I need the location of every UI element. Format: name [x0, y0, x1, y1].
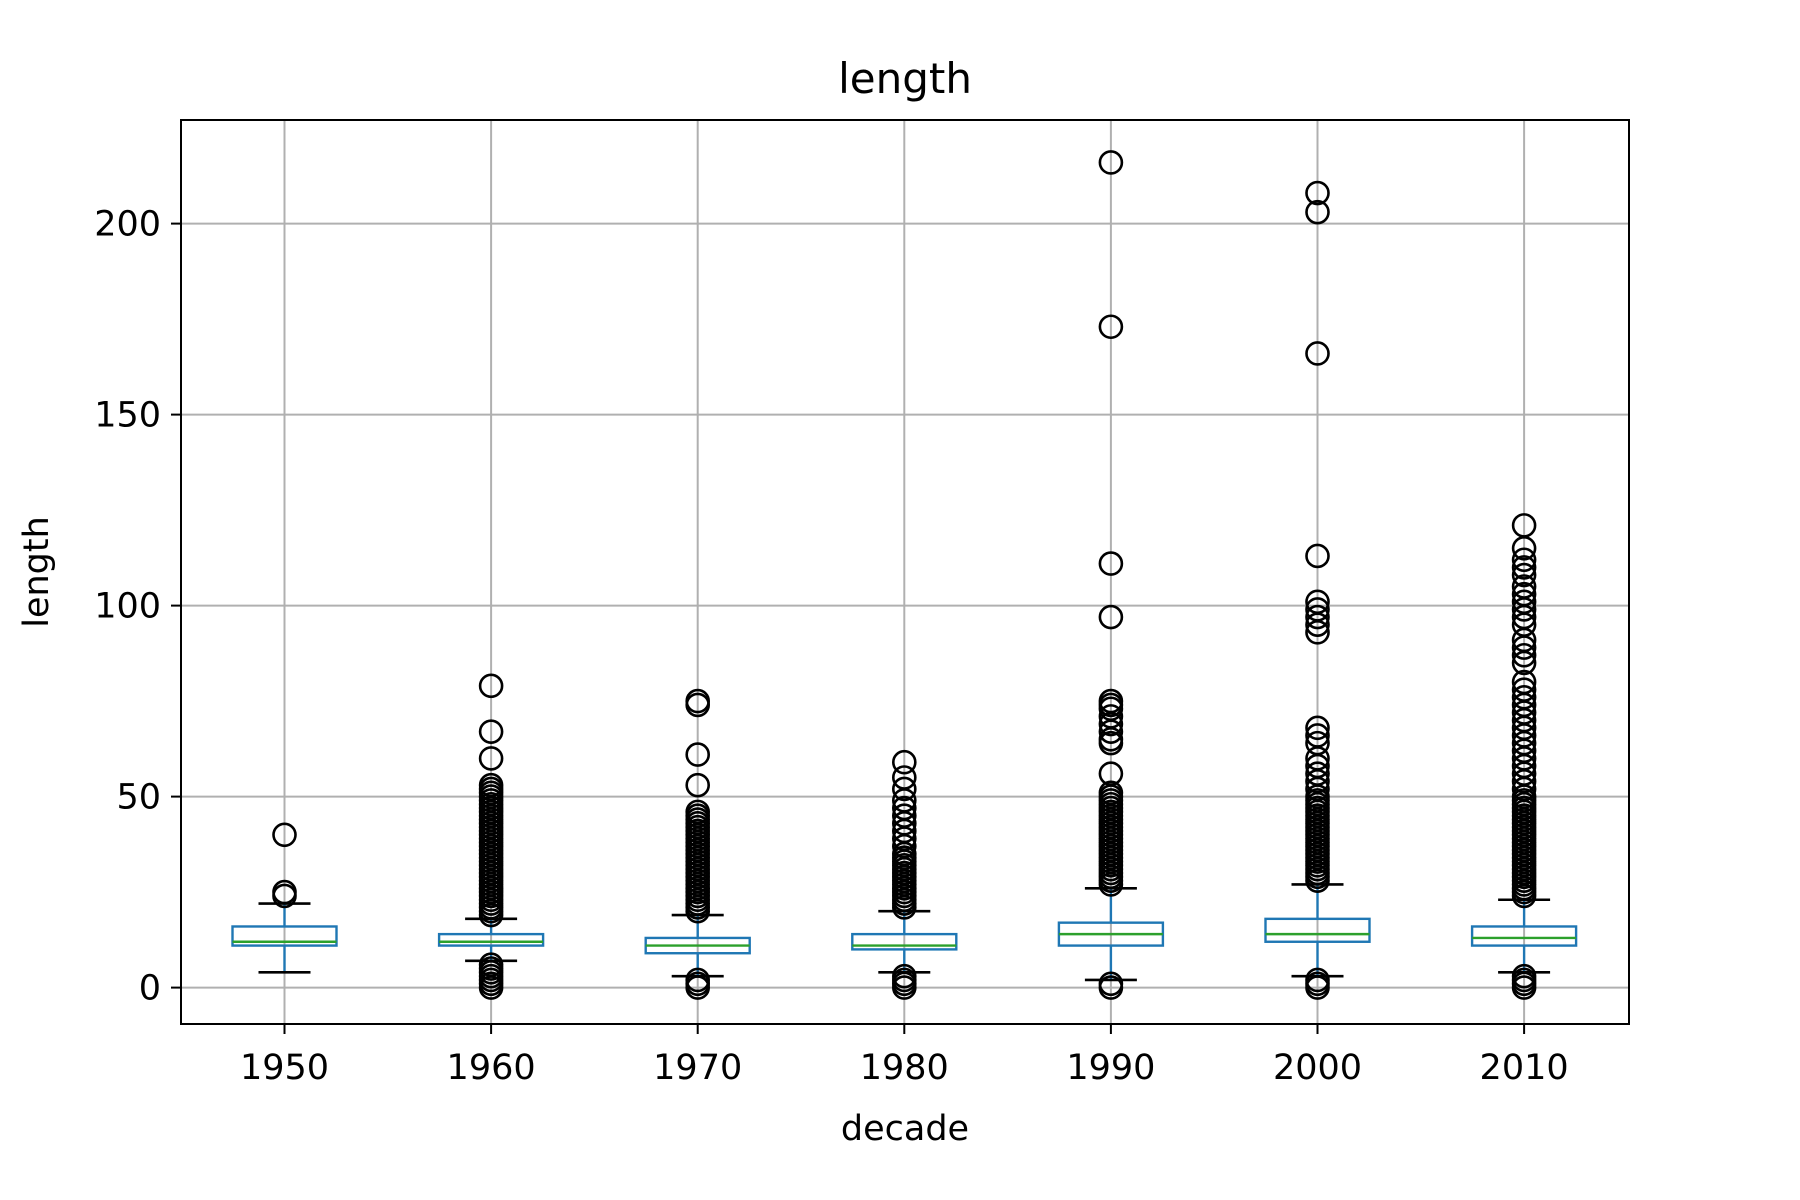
outlier-point	[685, 772, 711, 798]
box-iqr	[1470, 925, 1578, 947]
y-tick-label: 100	[94, 587, 161, 627]
outlier-point	[1098, 150, 1124, 175]
tick-layer: 0 50 100 150 200 1950 1960 1970 1980 1990 2000 2010	[94, 205, 1568, 1088]
chart-title: length	[838, 54, 972, 103]
outlier-point	[1305, 604, 1330, 630]
outlier-point	[1098, 551, 1124, 576]
outlier-point	[478, 746, 504, 771]
box-iqr	[1264, 917, 1371, 943]
box-group-1980	[851, 749, 958, 1000]
outlier-point	[1511, 650, 1537, 676]
outlier-point	[1098, 711, 1124, 737]
outlier-point	[1098, 872, 1124, 897]
outlier-point	[1098, 604, 1124, 630]
outlier-point	[1305, 199, 1330, 225]
outlier-point	[1305, 341, 1330, 366]
outlier-point	[891, 895, 917, 920]
outlier-point	[1511, 975, 1537, 1000]
outlier-point	[1305, 868, 1330, 893]
outlier-point	[272, 883, 297, 909]
box-group-1960	[437, 673, 545, 1000]
x-tick-label: 1990	[1066, 1048, 1155, 1088]
outlier-point	[1305, 715, 1330, 741]
outlier-point	[478, 673, 504, 699]
outlier-point	[1511, 883, 1537, 909]
x-tick-label: 2000	[1273, 1048, 1362, 1088]
x-tick-label: 1970	[653, 1048, 742, 1088]
outlier-point	[1305, 975, 1330, 1000]
outlier-point	[272, 822, 297, 848]
box-iqr	[437, 932, 545, 947]
x-tick-label: 1950	[240, 1048, 329, 1088]
outlier-point	[1511, 555, 1537, 580]
box-iqr	[851, 932, 958, 951]
y-tick-label: 0	[139, 969, 161, 1009]
box-iqr	[231, 925, 338, 947]
outlier-point	[1511, 642, 1537, 668]
outlier-point	[1098, 975, 1124, 1000]
outlier-point	[1511, 535, 1537, 561]
box-group-1990	[1057, 150, 1165, 1000]
outlier-point	[685, 898, 711, 924]
outlier-point	[1511, 562, 1537, 588]
outlier-point	[1098, 719, 1124, 744]
y-tick-label: 50	[116, 778, 161, 818]
outlier-point	[1305, 612, 1330, 638]
box-group-2010	[1470, 513, 1578, 1000]
outlier-point	[1098, 314, 1124, 340]
outlier-point	[1305, 180, 1330, 206]
y-tick-label: 200	[94, 205, 161, 245]
box-group-1970	[644, 688, 751, 1000]
outlier-point	[478, 975, 504, 1000]
outlier-point	[1511, 635, 1537, 660]
outlier-point	[1511, 597, 1537, 622]
outlier-point	[891, 749, 917, 775]
outlier-point	[1098, 730, 1124, 756]
x-axis-label: decade	[841, 1109, 969, 1149]
x-tick-label: 2010	[1480, 1048, 1569, 1088]
outlier-point	[1305, 620, 1330, 645]
y-tick-label: 150	[94, 396, 161, 436]
outlier-point	[1511, 547, 1537, 573]
outlier-point	[891, 776, 917, 802]
y-axis-label: length	[17, 516, 57, 628]
box-group-2000	[1264, 180, 1371, 1000]
outlier-point	[685, 742, 711, 767]
outlier-point	[1305, 543, 1330, 569]
outlier-point	[685, 975, 711, 1000]
outlier-point	[685, 692, 711, 718]
outlier-point	[478, 902, 504, 928]
box-group-1950	[231, 822, 338, 974]
x-tick-label: 1960	[447, 1048, 536, 1088]
outlier-point	[891, 975, 917, 1000]
x-tick-label: 1980	[860, 1048, 949, 1088]
box-layer	[231, 150, 1578, 1000]
outlier-point	[478, 719, 504, 744]
